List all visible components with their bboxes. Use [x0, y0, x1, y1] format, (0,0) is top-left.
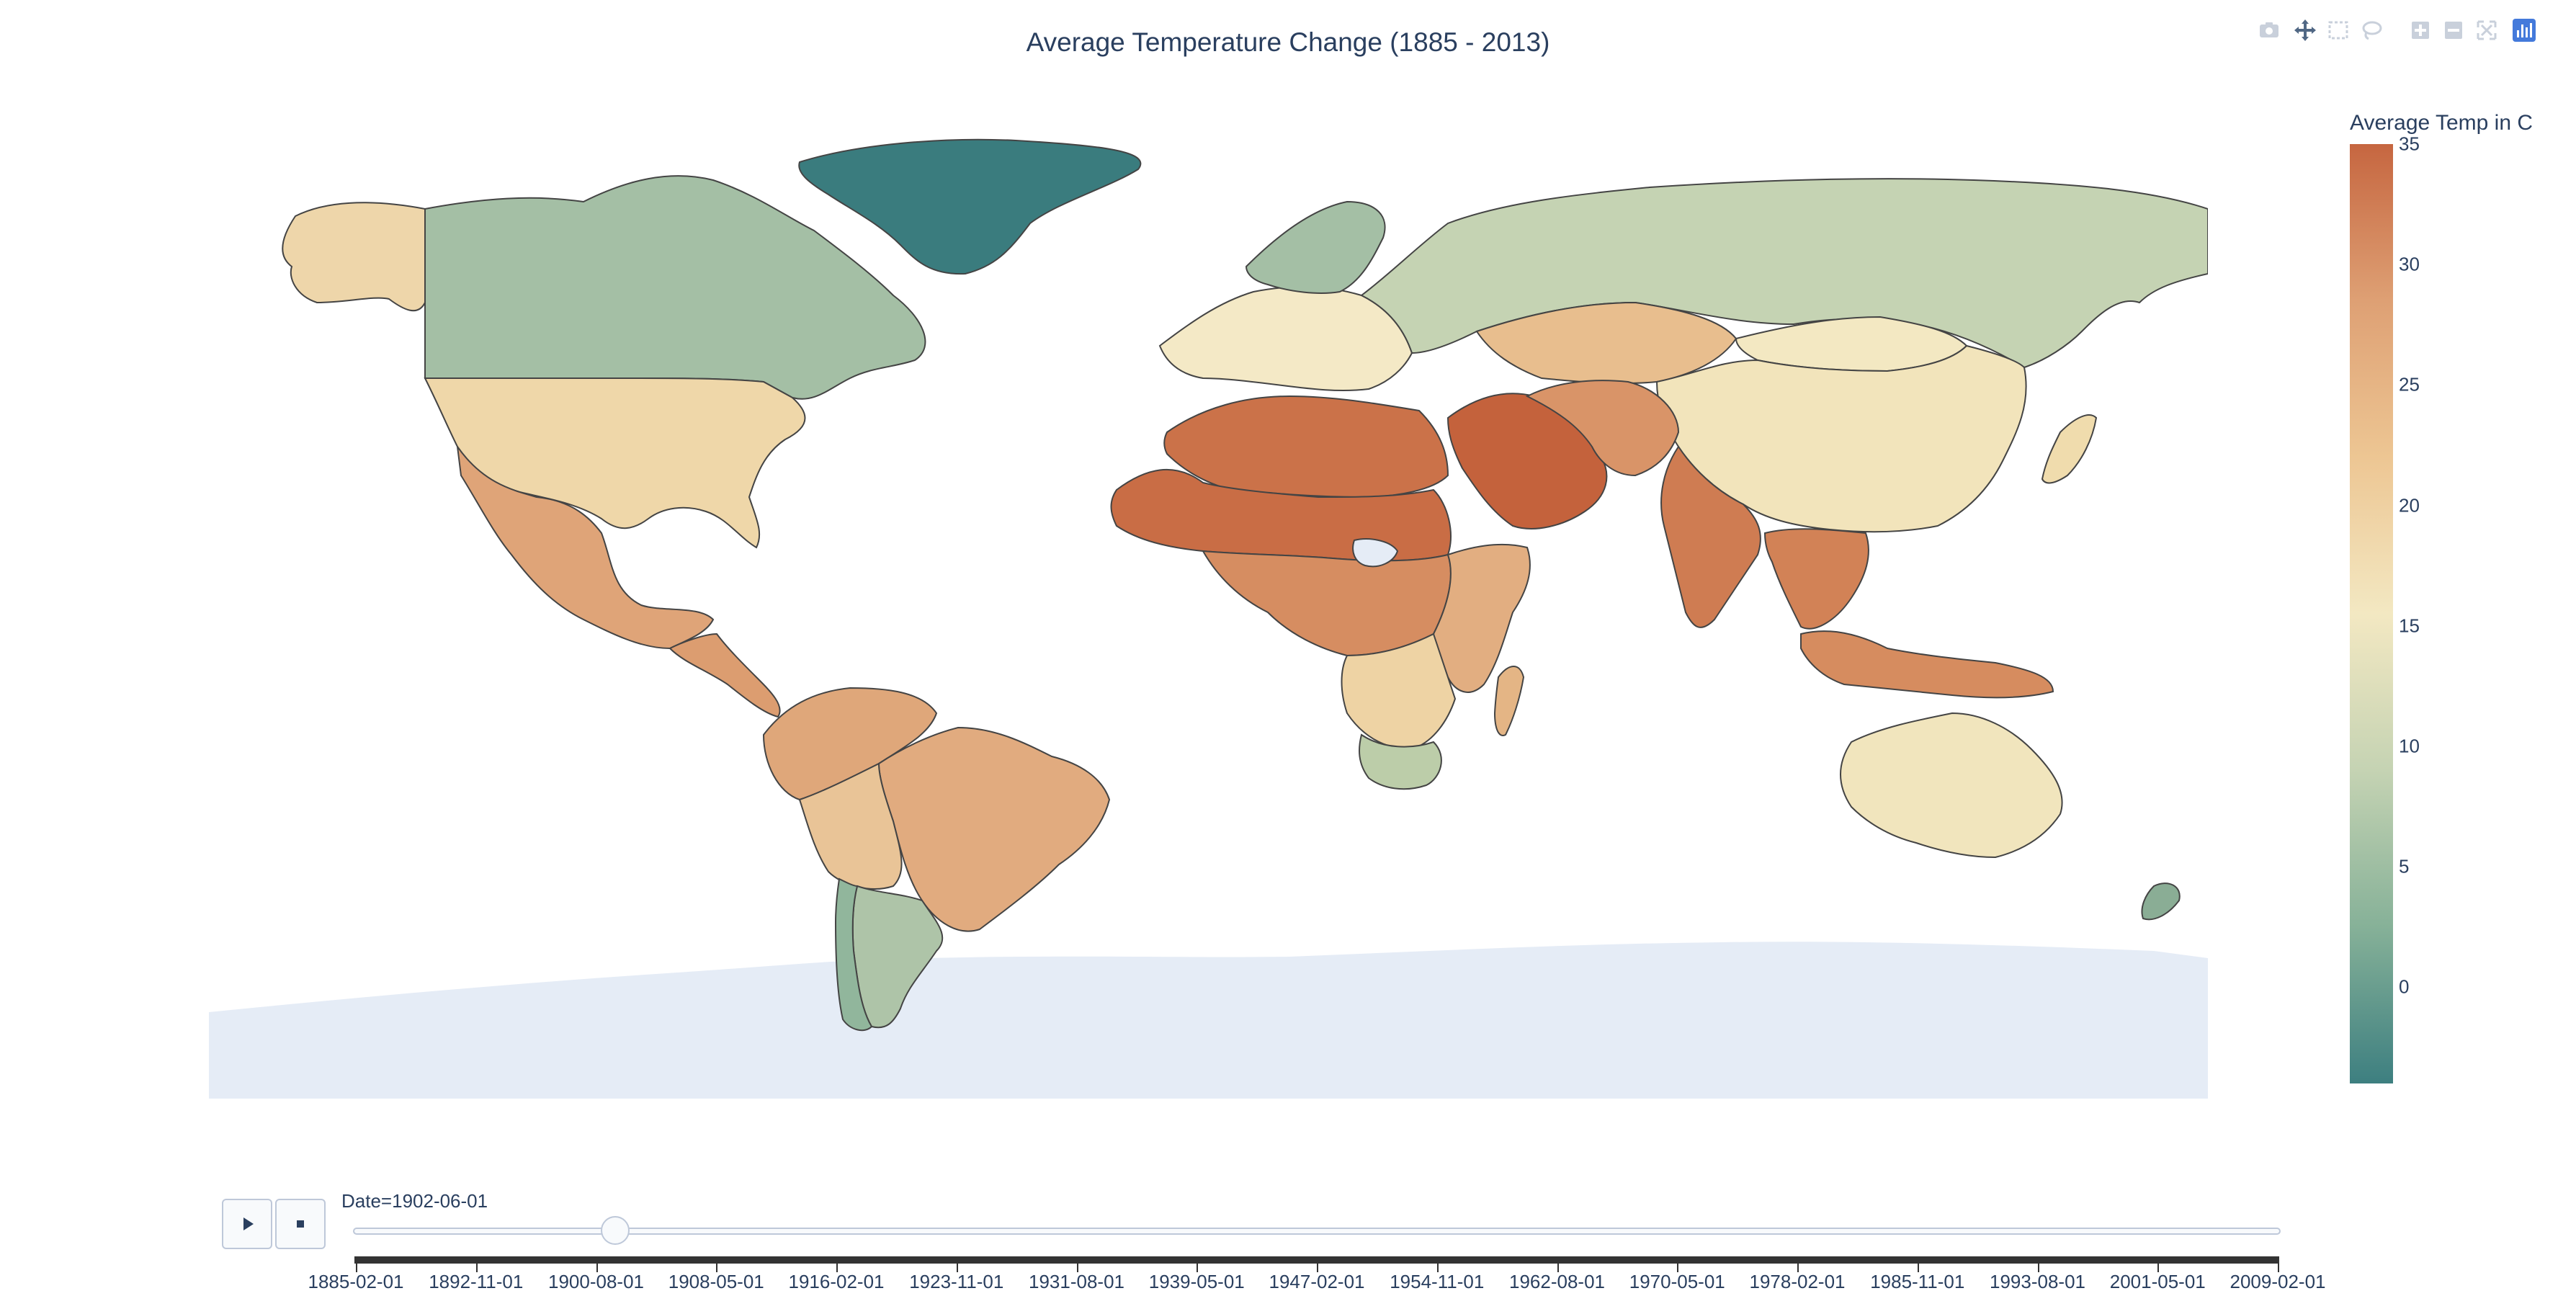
play-button[interactable]	[222, 1199, 272, 1249]
region-new-zealand[interactable]	[2141, 882, 2181, 921]
slider-tick-label[interactable]: 1916-02-01	[788, 1271, 885, 1292]
slider-tick-label[interactable]: 1923-11-01	[909, 1271, 1004, 1292]
slider-tick	[1557, 1264, 1559, 1272]
region-southern-africa[interactable]	[1341, 633, 1457, 751]
zoom-in-icon[interactable]	[2406, 16, 2435, 45]
slider-tick-label[interactable]: 1885-02-01	[308, 1271, 404, 1292]
colorbar-tick-label: 25	[2399, 373, 2420, 395]
region-india[interactable]	[1660, 445, 1761, 628]
slider-tick	[356, 1264, 357, 1272]
slider-tick	[475, 1264, 478, 1272]
slider-tick-label[interactable]: 2001-05-01	[2109, 1271, 2206, 1292]
region-central-america[interactable]	[668, 633, 781, 718]
colorbar-title: Average Temp in C	[2350, 111, 2533, 135]
date-slider: Date=1902-06-01 1885-02-01 1892-11-01 1900…	[216, 1181, 2326, 1314]
slider-tick	[1797, 1264, 1799, 1272]
region-usa[interactable]	[424, 377, 806, 549]
slider-tick	[1197, 1264, 1199, 1272]
slider-tick-label[interactable]: 1892-11-01	[429, 1271, 524, 1292]
box-select-icon[interactable]	[2324, 16, 2353, 45]
slider-tick	[1076, 1264, 1078, 1272]
slider-tick-label[interactable]: 1954-11-01	[1390, 1271, 1485, 1292]
slider-tick	[1436, 1264, 1439, 1272]
slider-tick	[596, 1264, 598, 1272]
region-madagascar[interactable]	[1493, 666, 1525, 736]
region-peru-bolivia[interactable]	[798, 762, 903, 890]
slider-tick-label[interactable]: 1931-08-01	[1029, 1271, 1124, 1292]
plotly-logo-icon[interactable]	[2510, 16, 2539, 45]
region-north-africa[interactable]	[1163, 395, 1449, 499]
slider-tick	[956, 1264, 958, 1272]
region-mexico[interactable]	[457, 446, 715, 650]
colorbar-tick-label: 10	[2399, 735, 2420, 757]
region-south-sudan[interactable]	[1352, 538, 1399, 568]
slider-tick-label[interactable]: 1908-05-01	[668, 1271, 764, 1292]
region-colombia-venezuela[interactable]	[762, 687, 938, 801]
colorbar-tick-label: 0	[2399, 975, 2410, 998]
slider-tick-label[interactable]: 1970-05-01	[1629, 1271, 1725, 1292]
slider-tick	[1677, 1264, 1679, 1272]
region-japan[interactable]	[2041, 414, 2098, 484]
slider-tick-label[interactable]: 1993-08-01	[1990, 1271, 2085, 1292]
slider-tick	[2157, 1264, 2160, 1272]
stop-icon	[297, 1220, 304, 1228]
region-chile[interactable]	[834, 877, 873, 1032]
reset-view-icon[interactable]	[2472, 16, 2501, 45]
slider-tick-label[interactable]: 2009-02-01	[2230, 1271, 2326, 1292]
region-brazil[interactable]	[877, 726, 1111, 932]
region-europe[interactable]	[1158, 286, 1413, 392]
slider-tick	[2037, 1264, 2039, 1272]
region-indonesia[interactable]	[1800, 630, 2054, 699]
zoom-out-icon[interactable]	[2439, 16, 2468, 45]
region-central-africa[interactable]	[1202, 550, 1452, 657]
chart-title: Average Temperature Change (1885 - 2013)	[1026, 27, 1550, 57]
slider-grip[interactable]	[601, 1216, 630, 1245]
slider-track	[354, 1256, 2279, 1264]
region-south-africa[interactable]	[1359, 733, 1442, 790]
slider-tick-label[interactable]: 1947-02-01	[1269, 1271, 1365, 1292]
slider-tick-label[interactable]: 1978-02-01	[1749, 1271, 1846, 1292]
region-australia[interactable]	[1840, 712, 2063, 859]
slider-tick-label[interactable]: 1985-11-01	[1870, 1271, 1965, 1292]
region-kazakhstan[interactable]	[1475, 301, 1738, 385]
colorbar-tick-label: 5	[2399, 855, 2410, 877]
slider-tick-label[interactable]: 1900-08-01	[548, 1271, 644, 1292]
colorbar-tick-label: 35	[2399, 133, 2420, 155]
colorbar-tick-label: 20	[2399, 494, 2420, 517]
lasso-select-icon[interactable]	[2357, 16, 2386, 45]
colorbar	[2350, 144, 2393, 1083]
colorbar-tick-label: 15	[2399, 614, 2420, 637]
slider-tick	[836, 1264, 838, 1272]
slider-current-value: Date=1902-06-01	[341, 1190, 488, 1212]
slider-tick-label[interactable]: 1939-05-01	[1148, 1271, 1245, 1292]
slider-rail[interactable]	[353, 1228, 2281, 1235]
pan-icon[interactable]	[2291, 16, 2320, 45]
camera-icon[interactable]	[2255, 16, 2284, 45]
slider-tick	[2278, 1264, 2279, 1272]
region-antarctica[interactable]	[209, 942, 2208, 1099]
slider-tick-label[interactable]: 1962-08-01	[1509, 1271, 1605, 1292]
play-icon	[243, 1217, 254, 1230]
slider-tick	[1917, 1264, 1919, 1272]
slider-tick	[716, 1264, 718, 1272]
region-greenland[interactable]	[798, 138, 1142, 275]
stop-button[interactable]	[275, 1199, 326, 1249]
colorbar-tick-label: 30	[2399, 253, 2420, 275]
region-scandinavia[interactable]	[1245, 200, 1386, 294]
region-southeast-asia[interactable]	[1763, 528, 1869, 630]
region-alaska[interactable]	[282, 202, 426, 312]
world-map[interactable]	[209, 130, 2208, 1099]
region-canada[interactable]	[424, 175, 926, 400]
region-iran[interactable]	[1525, 380, 1680, 477]
slider-tick	[1317, 1264, 1318, 1272]
